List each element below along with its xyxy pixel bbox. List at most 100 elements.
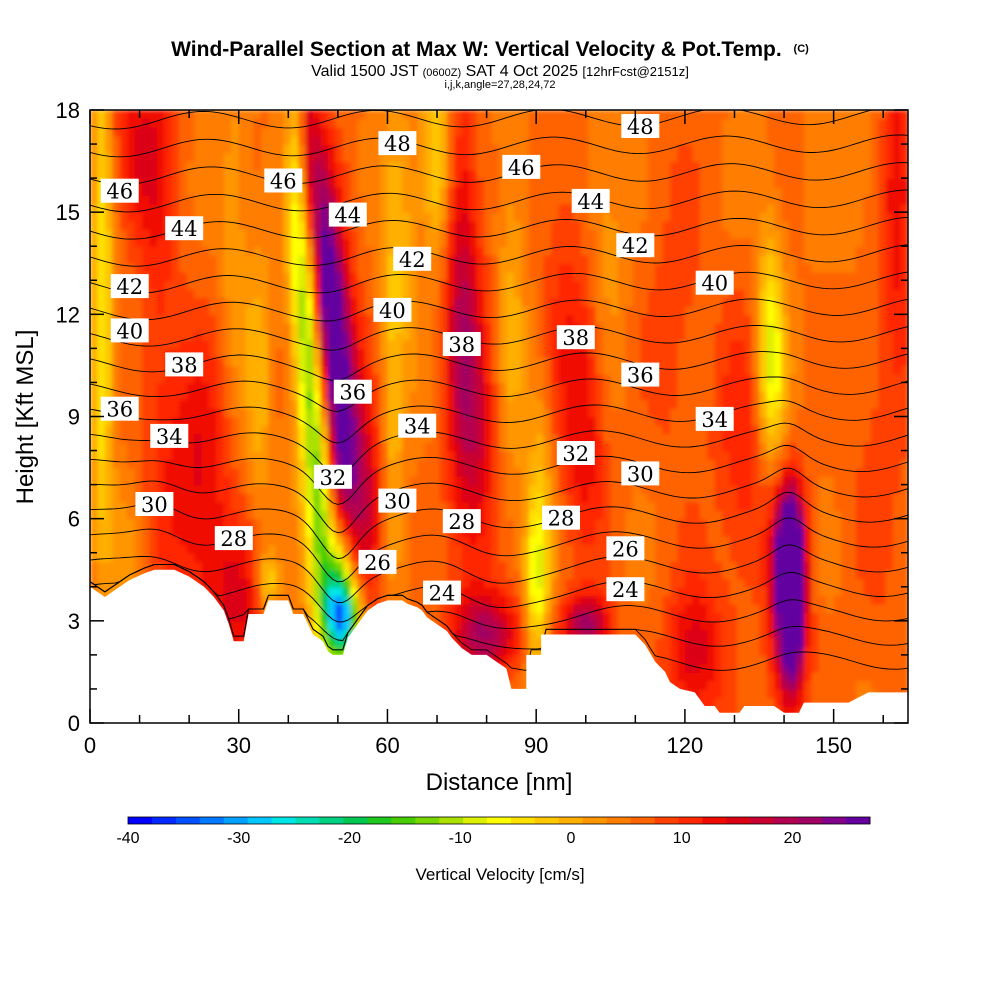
velocity-cell (335, 561, 344, 571)
velocity-cell (484, 356, 493, 367)
velocity-cell (313, 135, 322, 145)
velocity-cell (521, 510, 530, 520)
velocity-cell (357, 442, 366, 452)
velocity-cell (283, 322, 292, 333)
velocity-cell (424, 127, 433, 137)
velocity-cell (305, 144, 314, 154)
velocity-cell (469, 169, 478, 179)
velocity-cell (499, 127, 508, 137)
velocity-cell (320, 356, 329, 367)
velocity-cell (424, 510, 433, 520)
velocity-cell (580, 169, 590, 179)
velocity-cell (164, 484, 173, 494)
velocity-cell (253, 356, 262, 367)
velocity-cell (372, 144, 381, 154)
velocity-cell (484, 399, 493, 409)
velocity-cell (112, 152, 121, 162)
velocity-cell (156, 544, 166, 554)
velocity-cell (394, 578, 404, 588)
velocity-cell (290, 135, 300, 145)
velocity-cell (149, 118, 158, 128)
velocity-cell (402, 578, 411, 588)
velocity-cell (149, 416, 158, 426)
velocity-cell (461, 322, 471, 333)
velocity-cell (350, 399, 359, 409)
velocity-cell (253, 459, 262, 469)
velocity-cell (275, 220, 285, 230)
velocity-cell (558, 246, 567, 256)
velocity-cell (551, 229, 560, 239)
velocity-cell (112, 246, 121, 256)
velocity-cell (491, 135, 500, 145)
velocity-cell (491, 595, 500, 605)
velocity-cell (469, 212, 478, 222)
velocity-cell (216, 476, 225, 486)
velocity-cell (372, 518, 381, 528)
velocity-cell (551, 612, 560, 622)
velocity-cell (424, 544, 433, 554)
velocity-cell (573, 493, 582, 503)
velocity-cell (521, 484, 530, 494)
velocity-cell (558, 127, 567, 137)
velocity-cell (327, 178, 337, 188)
velocity-cell (476, 620, 485, 631)
velocity-cell (320, 527, 329, 537)
velocity-cell (186, 450, 195, 460)
velocity-cell (90, 442, 99, 452)
velocity-cell (506, 339, 515, 350)
velocity-cell (372, 178, 381, 188)
velocity-cell (201, 263, 210, 273)
velocity-cell (484, 382, 493, 392)
velocity-cell (372, 254, 381, 265)
velocity-cell (313, 356, 322, 367)
velocity-cell (402, 220, 411, 230)
velocity-cell (171, 467, 181, 477)
velocity-cell (536, 629, 545, 639)
velocity-cell (305, 620, 314, 631)
velocity-cell (90, 246, 99, 256)
velocity-cell (484, 237, 493, 248)
velocity-cell (238, 373, 247, 384)
velocity-cell (156, 254, 166, 265)
velocity-cell (543, 339, 552, 350)
velocity-cell (469, 220, 478, 230)
velocity-cell (201, 518, 210, 528)
velocity-cell (298, 373, 307, 384)
velocity-cell (521, 118, 530, 128)
velocity-cell (372, 110, 381, 120)
velocity-cell (543, 390, 552, 401)
velocity-cell (469, 629, 478, 639)
velocity-cell (372, 186, 381, 196)
velocity-cell (484, 246, 493, 256)
velocity-cell (231, 365, 240, 375)
velocity-cell (417, 399, 426, 409)
velocity-cell (335, 484, 344, 494)
velocity-cell (446, 382, 456, 392)
velocity-cell (238, 501, 247, 511)
velocity-cell (238, 578, 247, 588)
velocity-cell (327, 407, 337, 418)
velocity-cell (491, 407, 500, 418)
velocity-cell (506, 322, 515, 333)
velocity-cell (283, 595, 292, 605)
velocity-cell (298, 237, 307, 248)
velocity-cell (424, 195, 433, 205)
velocity-cell (372, 246, 381, 256)
velocity-cell (127, 373, 136, 384)
velocity-cell (208, 501, 218, 511)
velocity-cell (253, 161, 262, 171)
velocity-cell (536, 527, 545, 537)
velocity-cell (521, 203, 530, 213)
velocity-cell (491, 476, 500, 486)
velocity-cell (365, 186, 374, 196)
velocity-cell (127, 110, 136, 120)
velocity-cell (238, 356, 247, 367)
velocity-cell (543, 280, 552, 290)
velocity-cell (320, 331, 329, 341)
velocity-cell (231, 433, 240, 443)
velocity-cell (268, 442, 277, 452)
velocity-cell (149, 152, 158, 162)
velocity-cell (484, 433, 493, 443)
velocity-cell (201, 195, 210, 205)
velocity-cell (588, 144, 597, 154)
